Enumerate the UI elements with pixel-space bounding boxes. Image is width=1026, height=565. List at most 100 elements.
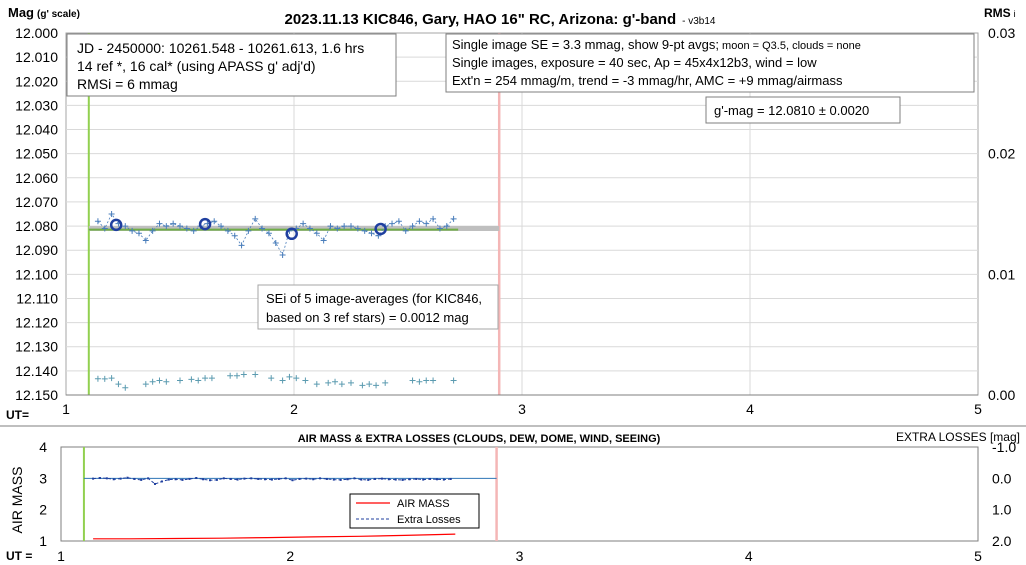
extra-losses-point xyxy=(243,477,246,480)
rms-point xyxy=(359,382,366,389)
info-exposure-line: Single images, exposure = 40 sec, Ap = 4… xyxy=(452,55,817,70)
rms-point xyxy=(302,377,309,384)
single-image-point xyxy=(327,223,334,230)
rms-point xyxy=(208,375,215,382)
single-image-point xyxy=(450,215,457,222)
extra-losses-point xyxy=(291,479,294,482)
rms-point xyxy=(240,371,247,378)
single-image-point xyxy=(348,223,354,230)
rms-point xyxy=(122,384,129,391)
y-tick-label: 12.120 xyxy=(15,315,58,331)
y-tick-label: 12.130 xyxy=(15,339,58,355)
single-image-point xyxy=(177,223,183,230)
single-image-point xyxy=(272,239,279,246)
extra-losses-point xyxy=(422,478,425,481)
rms-point xyxy=(188,376,195,383)
single-image-point xyxy=(341,223,348,230)
y2-tick-label: 0.02 xyxy=(988,146,1015,162)
airmass-x-label: UT = xyxy=(6,549,32,563)
rms-point xyxy=(202,375,209,382)
rms-point xyxy=(149,378,156,385)
single-image-point xyxy=(279,252,286,259)
sei-box: SEi of 5 image-averages (for KIC846, bas… xyxy=(257,284,499,330)
single-image-point xyxy=(320,237,327,244)
single-image-point xyxy=(245,227,252,234)
extra-losses-point xyxy=(305,477,308,480)
airmass-x-tick-label: 3 xyxy=(516,548,524,564)
single-image-point xyxy=(416,218,423,225)
extra-losses-point xyxy=(374,477,377,480)
single-image-point xyxy=(156,220,163,227)
extra-losses-point xyxy=(98,477,101,480)
extra-losses-point xyxy=(408,478,411,481)
extra-losses-point xyxy=(277,477,280,480)
extra-losses-point xyxy=(270,478,273,481)
extra-losses-point xyxy=(415,477,418,480)
airmass-y2-tick-label: 2.0 xyxy=(992,533,1012,549)
single-image-point xyxy=(122,223,129,230)
x-tick-label: 2 xyxy=(290,401,298,417)
airmass-y-tick-label: 1 xyxy=(39,533,47,549)
single-image-point xyxy=(423,220,430,227)
rms-point xyxy=(142,381,149,388)
y-tick-label: 12.150 xyxy=(15,387,58,403)
single-image-point xyxy=(265,230,272,237)
y2-tick-label: 0.03 xyxy=(988,25,1015,41)
y-tick-label: 12.110 xyxy=(16,290,58,306)
airmass-title: AIR MASS & EXTRA LOSSES (CLOUDS, DEW, DO… xyxy=(298,433,661,445)
single-image-point xyxy=(389,220,396,227)
single-image-point xyxy=(211,218,218,225)
single-image-point xyxy=(190,227,197,234)
extra-losses-point xyxy=(298,477,301,480)
airmass-y-tick-label: 3 xyxy=(39,470,47,486)
rms-point xyxy=(348,379,354,386)
legend-airmass-label: AIR MASS xyxy=(397,498,450,510)
rms-point xyxy=(382,379,389,386)
rms-point xyxy=(279,377,286,384)
sei-line-1: SEi of 5 image-averages (for KIC846, xyxy=(266,291,482,306)
extra-losses-point xyxy=(188,477,191,480)
rms-point xyxy=(94,375,101,382)
extra-losses-point xyxy=(119,477,122,480)
legend-extra-label: Extra Losses xyxy=(397,514,461,526)
rms-point xyxy=(101,375,108,382)
single-image-line xyxy=(97,213,454,257)
extra-losses-point xyxy=(332,478,335,481)
rms-point xyxy=(332,378,339,385)
rms-point xyxy=(409,377,416,384)
y2-tick-label: 0.00 xyxy=(988,387,1015,403)
y2-axis-label: RMS i xyxy=(984,6,1016,20)
info-extinction-line: Ext'n = 254 mmag/m, trend = -3 mmag/hr, … xyxy=(452,73,843,88)
rms-point xyxy=(430,377,437,384)
single-image-point xyxy=(409,223,416,230)
y-tick-label: 12.030 xyxy=(15,97,58,113)
rms-point xyxy=(177,377,183,384)
single-image-point xyxy=(142,237,149,244)
y-tick-label: 12.060 xyxy=(15,170,58,186)
rms-point xyxy=(416,378,423,385)
extra-losses-point xyxy=(174,478,177,481)
rms-point xyxy=(163,378,170,385)
single-image-point xyxy=(306,225,313,232)
rms-point xyxy=(234,372,240,379)
extra-losses-point xyxy=(401,478,404,481)
single-image-point xyxy=(395,218,402,225)
airmass-y-label: AIR MASS xyxy=(9,467,25,534)
rms-point xyxy=(366,381,373,388)
extra-losses-point xyxy=(167,478,170,481)
extra-losses-point xyxy=(112,478,115,481)
extra-losses-point xyxy=(380,477,383,480)
extra-losses-point xyxy=(339,478,342,481)
airmass-y-tick-label: 2 xyxy=(39,502,47,518)
single-image-point xyxy=(259,225,266,232)
rms-point xyxy=(286,373,293,380)
y-tick-label: 12.090 xyxy=(15,242,58,258)
single-image-point xyxy=(101,225,108,232)
airmass-x-tick-label: 4 xyxy=(745,548,753,564)
extra-losses-point xyxy=(353,477,356,480)
average-point xyxy=(285,227,298,241)
info-se-line: Single image SE = 3.3 mmag, show 9-pt av… xyxy=(452,37,861,52)
average-point xyxy=(374,222,387,236)
single-image-point xyxy=(354,225,361,232)
